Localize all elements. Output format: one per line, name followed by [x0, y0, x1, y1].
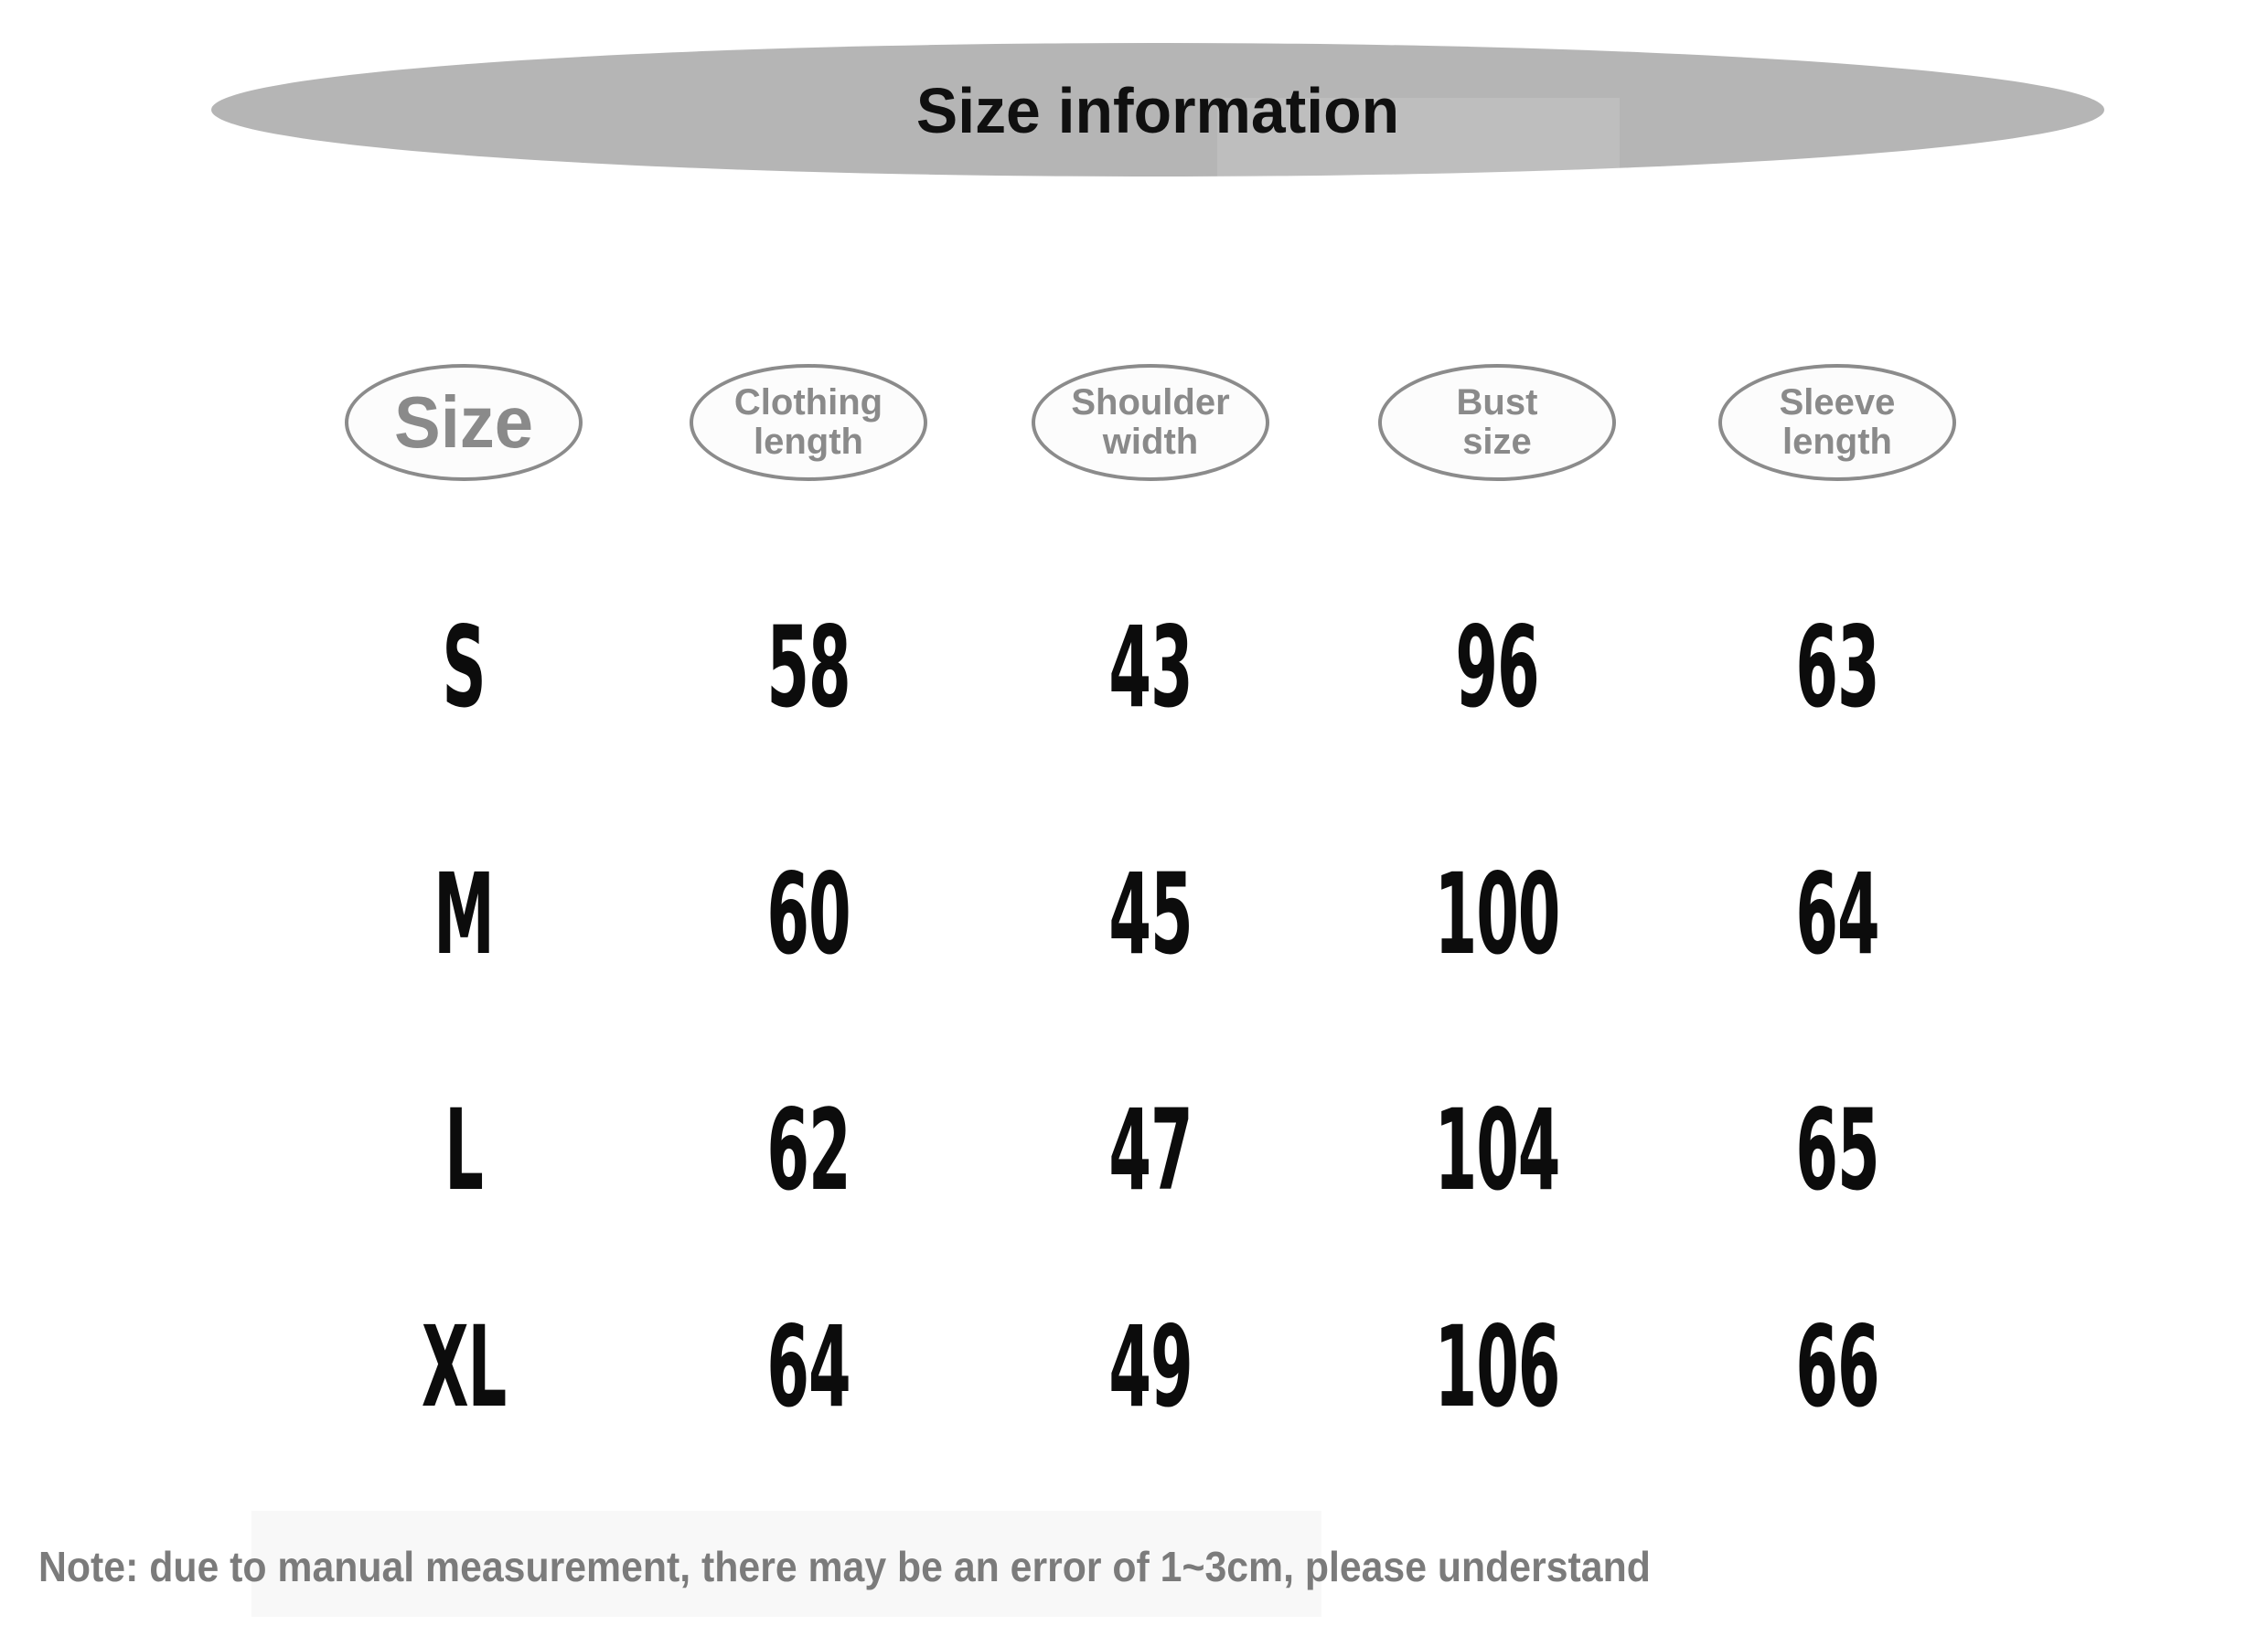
column-header-sleeve-length-label: Sleeve length — [1779, 381, 1896, 462]
column-header-size: Size — [345, 364, 583, 481]
row-m-clothing-length: 60 — [766, 850, 850, 979]
row-l-label: L — [444, 1086, 484, 1215]
measurement-note: Note: due to manual measurement, there m… — [38, 1543, 1651, 1590]
row-s-label: S — [442, 603, 486, 733]
row-l-clothing-length: 62 — [766, 1086, 850, 1215]
banner-highlight — [1217, 98, 1620, 204]
row-s-sleeve-length: 63 — [1795, 603, 1879, 733]
row-xl-shoulder-width: 49 — [1108, 1302, 1193, 1432]
column-header-size-label: Size — [393, 380, 534, 463]
column-header-clothing-length-label: Clothing length — [733, 381, 883, 462]
note-highlight-band — [251, 1511, 1321, 1617]
column-header-clothing-length: Clothing length — [690, 364, 927, 481]
row-xl-bust-size: 106 — [1434, 1302, 1561, 1432]
row-m-label: M — [433, 850, 495, 979]
row-m-sleeve-length: 64 — [1795, 850, 1879, 979]
column-header-sleeve-length: Sleeve length — [1718, 364, 1956, 481]
row-xl-clothing-length: 64 — [766, 1302, 850, 1432]
row-xl-label: XL — [421, 1302, 507, 1432]
column-header-shoulder-width: Shoulder width — [1032, 364, 1269, 481]
row-m-bust-size: 100 — [1434, 850, 1561, 979]
row-l-sleeve-length: 65 — [1795, 1086, 1879, 1215]
row-l-bust-size: 104 — [1434, 1086, 1561, 1215]
row-s-shoulder-width: 43 — [1108, 603, 1193, 733]
row-s-bust-size: 96 — [1455, 603, 1539, 733]
page-title: Size information — [915, 75, 1400, 146]
row-xl-sleeve-length: 66 — [1795, 1302, 1879, 1432]
column-header-bust-size: Bust size — [1378, 364, 1616, 481]
column-header-shoulder-width-label: Shoulder width — [1071, 381, 1230, 462]
size-info-banner — [211, 43, 2104, 204]
row-m-shoulder-width: 45 — [1108, 850, 1193, 979]
row-s-clothing-length: 58 — [766, 603, 850, 733]
column-header-bust-size-label: Bust size — [1456, 381, 1538, 462]
row-l-shoulder-width: 47 — [1108, 1086, 1193, 1215]
